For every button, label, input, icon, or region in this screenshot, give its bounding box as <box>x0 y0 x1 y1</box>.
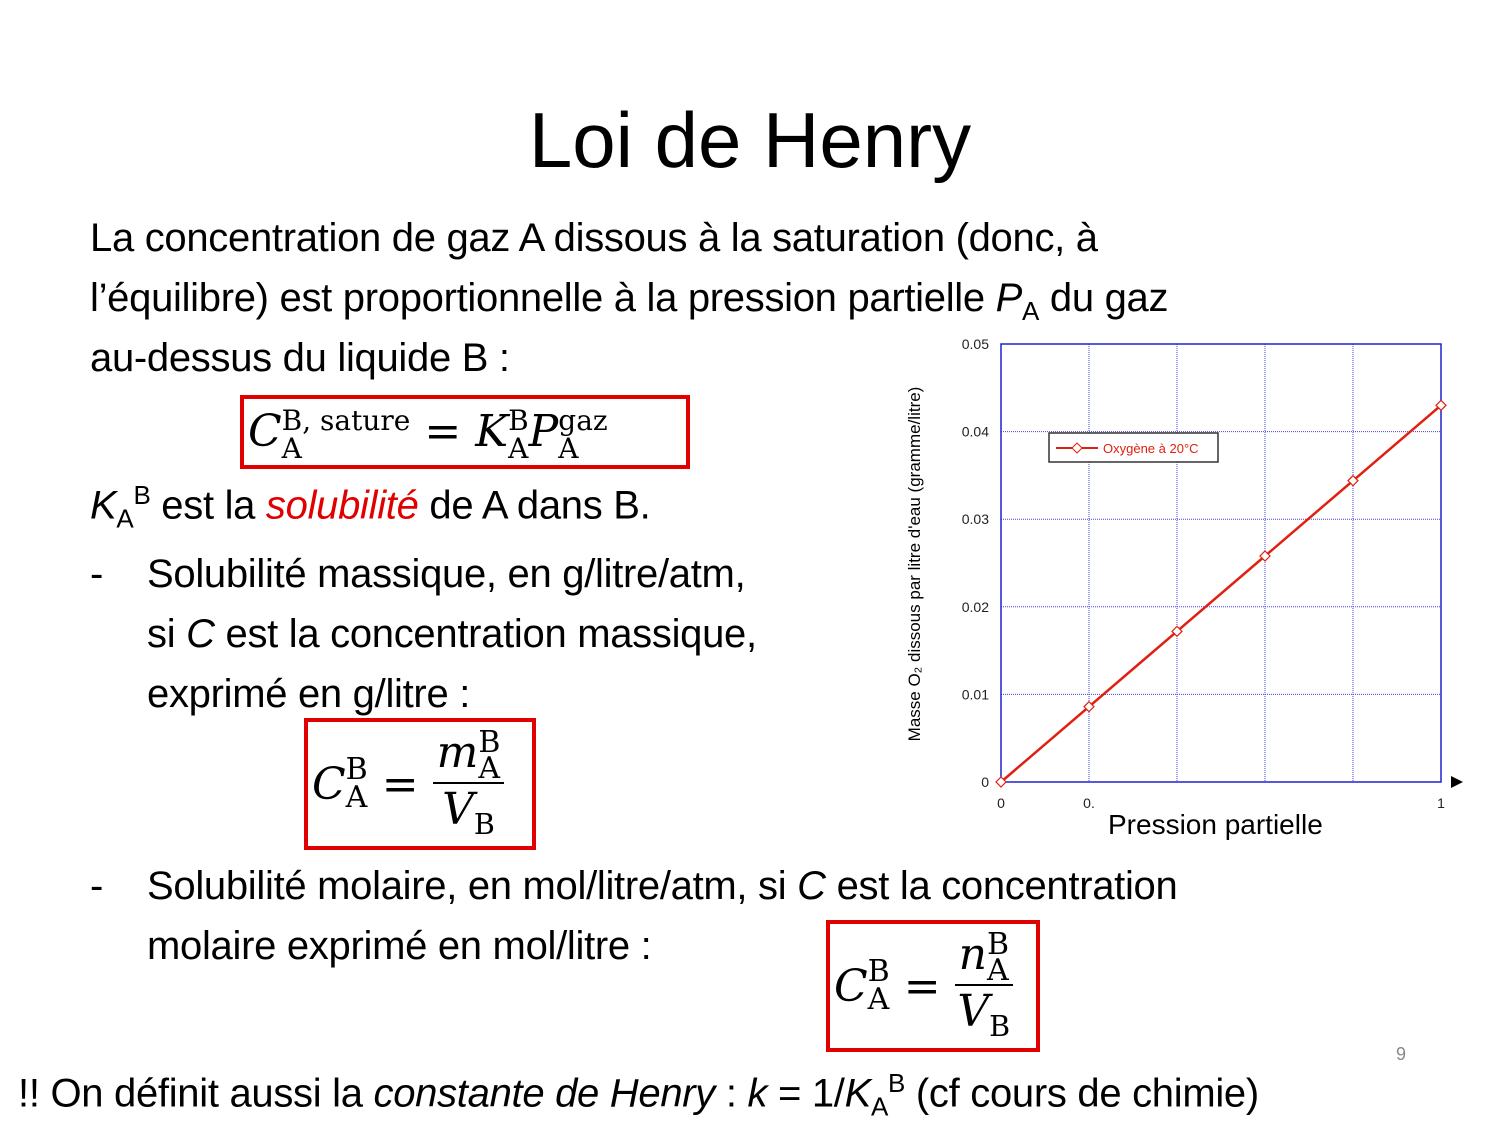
y-tick-label: 0 <box>981 774 989 790</box>
intro-line3: au-dessus du liquide B : <box>90 336 510 380</box>
bullet2-line1: Solubilité molaire, en mol/litre/atm, si… <box>147 864 1178 909</box>
text: C <box>797 864 826 908</box>
text: gaz <box>558 403 608 437</box>
text: A <box>478 750 500 786</box>
henry-chart: 0 0.01 0.02 0.03 0.04 0.05 0 0. 1 Pression partie… <box>905 336 1463 840</box>
text: !! On définit aussi la <box>18 1071 374 1116</box>
y-tick-label: 0.02 <box>962 599 989 615</box>
text: k <box>747 1071 768 1116</box>
slide-title: Loi de Henry <box>528 96 972 184</box>
data-point <box>1083 700 1095 713</box>
x-tick-label: 0 <box>997 795 1005 811</box>
text: (cf cours de chimie) <box>905 1071 1259 1116</box>
text: C <box>312 758 346 810</box>
text: A <box>986 952 1009 988</box>
text: A <box>116 503 134 534</box>
highlight-solubilite: solubilité <box>265 483 419 528</box>
text: si <box>147 612 187 656</box>
axis-arrow-icon <box>1451 776 1463 788</box>
x-tick-label: 1 <box>1437 795 1445 811</box>
text: A <box>345 780 368 815</box>
text: n <box>958 929 987 981</box>
legend-label: Oxygène à 20°C <box>1103 441 1199 456</box>
footer-note: !! On définit aussi la constante de Henr… <box>18 1068 1259 1122</box>
bullet-dash: - <box>90 864 104 908</box>
text: B <box>508 403 529 437</box>
text: est la concentration <box>825 864 1178 908</box>
data-point <box>995 776 1007 788</box>
series-line <box>1000 404 1442 783</box>
solubility-definition: KAB est la solubilité de A dans B. <box>90 480 651 534</box>
bullet1-line3: exprimé en g/litre : <box>147 672 471 716</box>
formula-henry: CB, sature A = KB APgaz A <box>240 395 690 469</box>
y-tick-label: 0.01 <box>962 686 989 702</box>
text: V <box>442 783 474 835</box>
text: B <box>867 954 890 989</box>
text: P <box>995 276 1023 320</box>
data-point <box>1347 474 1359 487</box>
text: B <box>888 1068 906 1098</box>
text: B <box>986 926 1009 962</box>
intro-line1: La concentration de gaz A dissous à la s… <box>90 216 1098 260</box>
text: m <box>436 727 479 779</box>
intro-line2: l’équilibre) est proportionnelle à la pr… <box>90 276 1169 327</box>
text: A <box>871 1091 889 1122</box>
bullet-dash: - <box>90 552 104 596</box>
bullet2-line2: molaire exprimé en mol/litre : <box>147 924 652 968</box>
text: B <box>473 806 495 841</box>
text: C <box>186 612 215 656</box>
text: de A dans B. <box>418 483 651 528</box>
text: C <box>248 406 282 457</box>
text: B <box>989 1008 1011 1043</box>
text: C <box>834 960 868 1012</box>
text: est la concentration massique, <box>214 612 758 656</box>
y-tick-label: 0.04 <box>962 424 989 440</box>
text: V <box>957 985 990 1037</box>
data-point <box>1435 399 1447 412</box>
data-point <box>1171 625 1183 638</box>
y-axis-label: Masse O₂ dissous par litre d'eau (gramme… <box>905 387 924 742</box>
text: = <box>903 960 941 1012</box>
text: est la <box>150 483 266 528</box>
legend-marker <box>1071 442 1083 454</box>
text: P <box>528 406 559 457</box>
page-number: 9 <box>1396 1044 1407 1064</box>
text: A <box>281 431 302 465</box>
text: = <box>381 758 419 810</box>
text: : <box>715 1071 748 1116</box>
text: B, sature <box>281 403 411 437</box>
text: l’équilibre) est proportionnelle à la pr… <box>90 276 996 320</box>
x-tick-label: 0. <box>1083 795 1095 811</box>
text: B <box>133 480 151 510</box>
y-tick-label: 0.05 <box>962 336 989 352</box>
data-point <box>1259 550 1271 562</box>
y-tick-label: 0.03 <box>962 511 989 527</box>
text: B <box>345 752 368 787</box>
text: A <box>558 431 579 465</box>
text: = <box>410 406 476 457</box>
text: A <box>867 982 890 1017</box>
text: B <box>478 724 501 760</box>
x-axis-label: Pression partielle <box>1108 809 1323 840</box>
text: Solubilité molaire, en mol/litre/atm, si <box>147 864 798 908</box>
text: du gaz <box>1039 276 1169 320</box>
text: K <box>475 406 509 457</box>
text: A <box>508 431 529 465</box>
text: K <box>844 1071 872 1116</box>
bullet1-line1: Solubilité massique, en g/litre/atm, <box>147 552 746 596</box>
plot-frame <box>1000 343 1442 783</box>
text: A <box>1022 296 1040 326</box>
text: = 1/ <box>767 1071 845 1116</box>
text: K <box>90 483 117 528</box>
text: constante de Henry <box>373 1071 716 1116</box>
bullet1-line2: si C est la concentration massique, <box>147 612 757 657</box>
